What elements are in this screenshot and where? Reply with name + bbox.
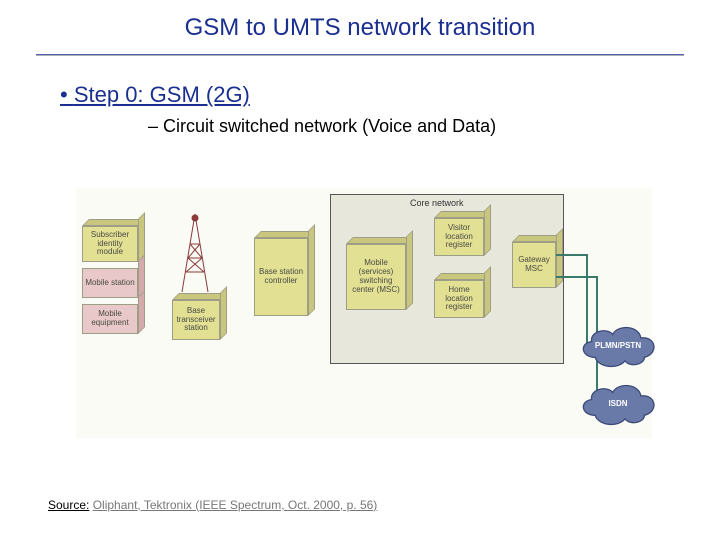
block-msc-label: Mobile (services) switching center (MSC)	[349, 259, 403, 294]
block-sim: Subscriber identity module	[82, 226, 138, 262]
wire-gmsc-out2	[556, 276, 596, 278]
block-hlr-label: Home location register	[437, 286, 481, 312]
title-underline	[36, 54, 684, 56]
core-network-label: Core network	[410, 198, 464, 208]
block-sim-label: Subscriber identity module	[85, 231, 135, 257]
cloud-isdn-label: ISDN	[574, 380, 662, 426]
block-mobile-station: Mobile station	[82, 268, 138, 298]
slide: GSM to UMTS network transition Step 0: G…	[0, 0, 720, 540]
antenna-tower-icon	[178, 214, 212, 292]
source-prefix: Source:	[48, 498, 89, 512]
block-bsc: Base station controller	[254, 238, 308, 316]
block-gmsc: Gateway MSC	[512, 242, 556, 288]
bullet-step-0: Step 0: GSM (2G)	[60, 82, 720, 108]
gsm-diagram: Core network Subscriber identity module …	[76, 188, 652, 438]
cloud-plmn-label: PLMN/PSTN	[574, 322, 662, 368]
block-bsc-label: Base station controller	[257, 268, 305, 286]
block-ms-label: Mobile station	[85, 279, 134, 288]
block-gmsc-label: Gateway MSC	[515, 256, 553, 274]
block-msc: Mobile (services) switching center (MSC)	[346, 244, 406, 310]
bullet-circuit-switched: Circuit switched network (Voice and Data…	[148, 116, 720, 137]
cloud-plmn-pstn: PLMN/PSTN	[574, 322, 662, 368]
source-citation: Source: Oliphant, Tektronix (IEEE Spectr…	[48, 498, 377, 512]
block-bts: Base transceiver station	[172, 300, 220, 340]
block-bts-label: Base transceiver station	[175, 307, 217, 333]
slide-title: GSM to UMTS network transition	[0, 0, 720, 42]
source-text: Oliphant, Tektronix (IEEE Spectrum, Oct.…	[93, 498, 378, 512]
wire-gmsc-out1	[556, 254, 586, 256]
block-vlr: Visitor location register	[434, 218, 484, 256]
block-me-label: Mobile equipment	[85, 310, 135, 328]
block-mobile-equipment: Mobile equipment	[82, 304, 138, 334]
block-vlr-label: Visitor location register	[437, 224, 481, 250]
block-hlr: Home location register	[434, 280, 484, 318]
cloud-isdn: ISDN	[574, 380, 662, 426]
